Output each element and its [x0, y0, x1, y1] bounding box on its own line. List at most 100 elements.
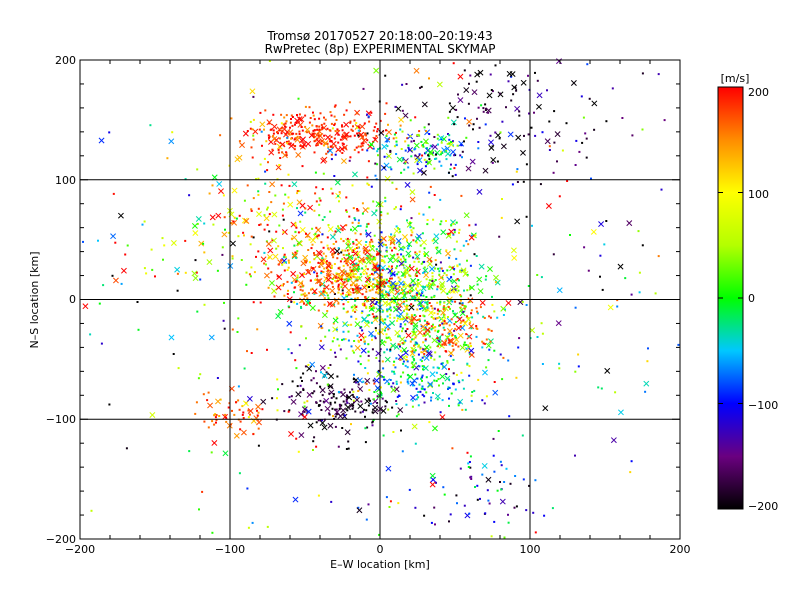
scatter-dot — [352, 399, 355, 402]
scatter-dot — [300, 126, 303, 128]
scatter-dot — [487, 499, 490, 502]
scatter-dot — [243, 234, 245, 237]
scatter-dot — [465, 333, 468, 336]
scatter-dot — [436, 246, 439, 249]
scatter-dot — [380, 231, 383, 234]
y-tick-label: −200 — [46, 533, 76, 546]
scatter-dot — [375, 248, 378, 251]
scatter-dot — [367, 160, 370, 163]
scatter-dot — [352, 395, 355, 398]
scatter-dot — [337, 273, 340, 275]
scatter-dot — [296, 302, 299, 305]
scatter-dot — [577, 353, 580, 356]
scatter-x-mark — [365, 258, 372, 265]
scatter-dot — [395, 247, 398, 250]
scatter-dot — [409, 226, 412, 229]
scatter-dot — [392, 241, 395, 244]
scatter-dot — [270, 201, 273, 204]
scatter-dot — [337, 253, 340, 256]
scatter-dot — [285, 151, 288, 154]
scatter-dot — [248, 273, 251, 276]
scatter-dot — [345, 224, 348, 227]
scatter-x-mark — [256, 419, 262, 426]
scatter-dot — [431, 280, 434, 282]
scatter-x-mark — [309, 361, 316, 368]
scatter-dot — [323, 144, 326, 147]
scatter-dot — [365, 290, 368, 293]
scatter-dot — [472, 123, 475, 126]
scatter-dot — [283, 410, 286, 413]
scatter-dot — [416, 285, 419, 288]
scatter-dot — [663, 119, 666, 122]
scatter-dot — [359, 326, 362, 329]
scatter-dot — [412, 172, 415, 175]
scatter-dot — [402, 291, 405, 294]
scatter-dot — [479, 306, 482, 309]
scatter-dot — [475, 307, 478, 310]
scatter-dot — [380, 392, 382, 394]
scatter-dot — [422, 261, 424, 264]
scatter-x-mark — [319, 138, 325, 144]
scatter-dot — [358, 130, 361, 132]
scatter-dot — [221, 246, 224, 249]
scatter-x-mark — [319, 387, 326, 394]
scatter-dot — [366, 286, 369, 289]
scatter-dot — [434, 351, 437, 354]
scatter-dot — [322, 246, 325, 249]
scatter-dot — [441, 152, 444, 154]
scatter-dot — [368, 314, 371, 316]
scatter-x-mark — [507, 131, 514, 138]
scatter-dot — [416, 267, 418, 270]
scatter-dot — [305, 261, 308, 264]
scatter-dot — [641, 244, 644, 247]
scatter-dot — [388, 280, 391, 282]
scatter-dot — [329, 348, 332, 351]
scatter-dot — [257, 250, 260, 253]
scatter-x-mark — [402, 349, 409, 356]
scatter-dot — [297, 450, 300, 453]
scatter-dot — [405, 292, 408, 295]
scatter-dot — [401, 288, 404, 291]
scatter-dot — [469, 286, 472, 289]
scatter-dot — [514, 475, 517, 477]
scatter-dot — [393, 145, 396, 148]
scatter-dot — [410, 217, 413, 220]
scatter-dot — [354, 310, 356, 313]
scatter-dot — [397, 502, 400, 505]
scatter-dot — [316, 235, 319, 238]
scatter-dot — [263, 262, 266, 265]
scatter-dot — [375, 135, 378, 137]
scatter-dot — [420, 85, 423, 88]
scatter-x-mark — [438, 135, 445, 142]
scatter-dot — [390, 233, 393, 236]
scatter-dot — [211, 420, 214, 423]
scatter-x-mark — [338, 274, 345, 281]
scatter-dot — [363, 342, 366, 345]
scatter-dot — [351, 288, 354, 290]
scatter-dot — [305, 260, 308, 262]
scatter-dot — [425, 130, 428, 133]
scatter-x-mark — [387, 257, 394, 264]
scatter-dot — [422, 285, 424, 288]
scatter-dot — [405, 300, 408, 302]
scatter-dot — [375, 291, 378, 294]
scatter-dot — [469, 466, 472, 469]
scatter-dot — [335, 240, 338, 243]
scatter-dot — [641, 72, 644, 75]
scatter-dot — [540, 276, 543, 279]
scatter-dot — [426, 285, 429, 288]
scatter-dot — [458, 401, 461, 404]
scatter-x-mark — [401, 234, 408, 240]
scatter-dot — [540, 322, 543, 325]
scatter-dot — [404, 293, 406, 296]
scatter-dot — [355, 146, 358, 149]
scatter-dot — [295, 132, 298, 135]
scatter-dot — [267, 286, 270, 289]
scatter-dot — [143, 220, 146, 223]
scatter-x-mark — [271, 237, 277, 244]
scatter-dot — [341, 124, 343, 127]
scatter-dot — [355, 112, 358, 115]
scatter-dot — [638, 291, 641, 294]
scatter-dot — [300, 300, 303, 303]
scatter-dot — [551, 507, 554, 510]
